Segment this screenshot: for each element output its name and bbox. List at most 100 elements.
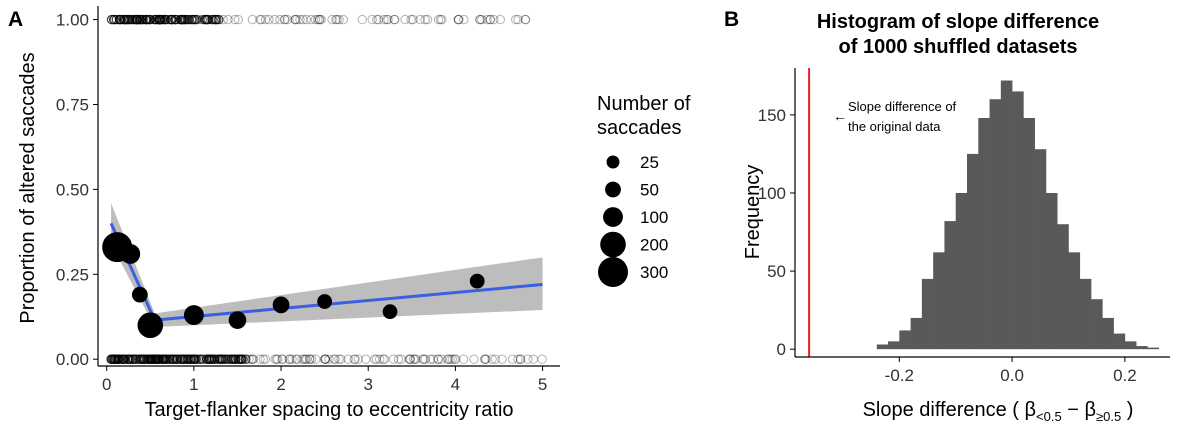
raw-observation-point (313, 14, 323, 25)
raw-observation-point (184, 14, 194, 25)
histogram-bar (966, 153, 979, 350)
raw-observation-point (282, 14, 293, 25)
raw-observation-point (419, 354, 429, 364)
raw-observation-point (443, 354, 453, 364)
raw-observation-point (284, 354, 294, 364)
raw-observation-point (301, 14, 312, 25)
raw-observation-point (528, 354, 538, 364)
histogram-bar (1045, 192, 1058, 350)
raw-observation-point (146, 354, 156, 364)
raw-observation-point (334, 354, 344, 364)
raw-observation-point (162, 354, 172, 364)
fit-confidence-band (111, 202, 543, 327)
raw-observation-point (156, 14, 167, 25)
raw-observation-point (255, 354, 265, 364)
raw-observation-point (485, 14, 495, 25)
raw-observation-point (256, 14, 267, 25)
x-label-sub2: ≥0.5 (1096, 409, 1121, 424)
legend-key (598, 257, 628, 287)
panel-b-axes: 0 50 100 150 -0.2 0.0 0.2 (758, 68, 1170, 385)
raw-observation-point (320, 354, 331, 364)
panel-a-axes: 0.00 0.25 0.50 0.75 1.00 0 1 2 3 4 5 (56, 6, 560, 394)
raw-observation-point (233, 354, 243, 364)
mean-point (120, 243, 141, 264)
raw-observation-point (428, 354, 438, 364)
raw-observation-point (523, 354, 533, 364)
raw-observation-point (396, 354, 406, 364)
raw-observation-point (481, 354, 491, 364)
raw-observation-point (487, 354, 497, 364)
raw-observation-point (479, 354, 490, 364)
histogram-bar (1136, 346, 1148, 350)
raw-observation-point (490, 354, 501, 364)
histogram-bar (1124, 341, 1137, 350)
histogram-title-line2: of 1000 shuffled datasets (839, 36, 1078, 58)
histogram-bar (1091, 299, 1103, 350)
raw-observation-point (287, 354, 297, 364)
raw-observation-point (485, 14, 495, 25)
legend-key (600, 231, 626, 258)
histogram-bar (921, 278, 934, 350)
raw-observation-point (320, 354, 330, 364)
raw-observation-point (451, 354, 461, 364)
raw-observation-point (119, 354, 129, 364)
panel-a-x-tick-label: 4 (451, 375, 460, 394)
panel-a-x-tick-label: 2 (276, 375, 285, 394)
raw-observation-point (332, 14, 342, 25)
raw-observation-point (170, 14, 181, 25)
raw-observation-point (202, 14, 213, 25)
raw-observation-point (382, 14, 392, 25)
raw-observation-point (167, 14, 177, 25)
legend-label: 100 (640, 208, 668, 227)
raw-observation-point (336, 354, 346, 364)
raw-observation-point (291, 354, 301, 364)
raw-observation-point (408, 354, 419, 364)
histogram-bar (1012, 91, 1024, 350)
panel-b-x-tick-label: 0.2 (1113, 366, 1137, 385)
raw-observation-point (437, 14, 447, 25)
raw-observation-point (290, 14, 300, 25)
raw-observation-point (315, 14, 325, 25)
raw-observation-point (507, 354, 518, 364)
raw-observation-point (316, 14, 326, 25)
raw-observation-point (258, 354, 268, 364)
histogram-title-line1: Histogram of slope difference (817, 11, 1099, 33)
raw-observation-point (260, 354, 270, 364)
raw-observation-point (436, 354, 447, 364)
raw-observation-point (299, 354, 309, 364)
raw-observation-point (379, 14, 389, 25)
raw-observation-point (277, 354, 287, 364)
raw-observation-point (375, 354, 385, 364)
panel-b-y-axis-label: Frequency (742, 165, 764, 260)
raw-observation-point (314, 14, 324, 25)
histogram-bar (910, 317, 923, 350)
raw-observation-point (109, 354, 120, 364)
raw-observation-point (169, 354, 180, 364)
raw-observation-point (400, 14, 410, 25)
histogram-bar (1113, 333, 1126, 350)
raw-observation-point (248, 354, 258, 364)
mean-point (228, 311, 247, 329)
raw-observation-point (125, 354, 136, 364)
histogram-bar (944, 221, 957, 350)
panel-a: A 0.00 0.25 0.50 0.75 1.00 0 1 2 3 4 5 Proportion … (8, 6, 560, 421)
annotation-line2: the original data (848, 119, 941, 134)
raw-observation-point (304, 354, 315, 364)
raw-observation-point (415, 14, 425, 25)
raw-observation-point (367, 14, 377, 25)
raw-observation-point (295, 14, 305, 25)
panel-b-x-tick-label: 0.0 (1000, 366, 1024, 385)
histogram-bar (1023, 117, 1035, 350)
raw-observation-point (389, 14, 399, 25)
raw-observation-point (298, 14, 308, 25)
raw-observation-point (513, 14, 523, 25)
histogram-bar (978, 117, 990, 350)
raw-observation-point (300, 354, 311, 364)
raw-observation-point (372, 14, 382, 25)
raw-observation-point (433, 14, 444, 25)
raw-observation-point (453, 14, 464, 25)
panel-a-x-tick-label: 3 (363, 375, 372, 394)
raw-observation-point (350, 354, 360, 364)
raw-observation-point (459, 14, 469, 25)
